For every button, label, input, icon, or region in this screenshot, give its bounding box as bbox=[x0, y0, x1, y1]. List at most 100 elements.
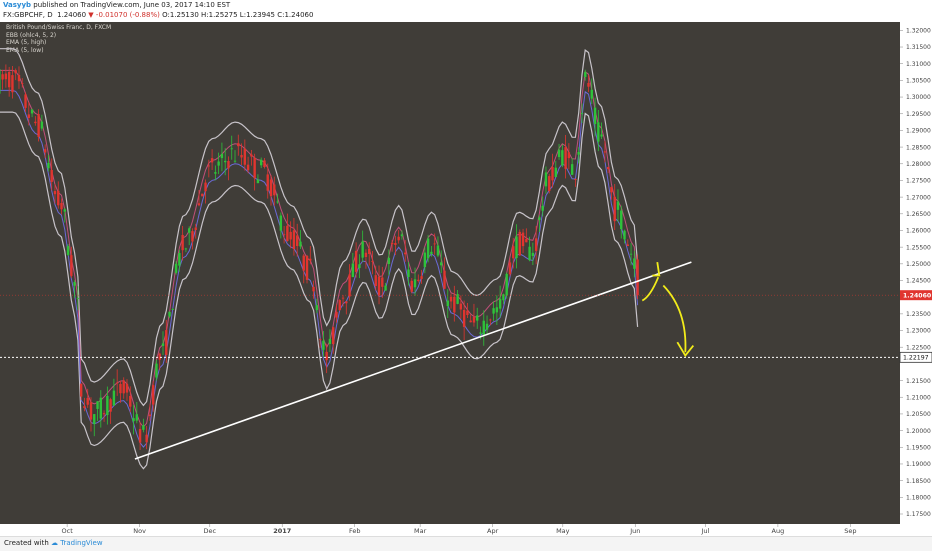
candle-body bbox=[453, 296, 456, 313]
candle-body bbox=[554, 167, 557, 178]
candle-body bbox=[89, 402, 93, 420]
candle-body bbox=[295, 235, 299, 247]
candle-body bbox=[371, 261, 374, 262]
x-tick-label: 2017 bbox=[273, 527, 291, 535]
candle-body bbox=[502, 294, 505, 301]
candle-body bbox=[155, 363, 158, 378]
candle-body bbox=[440, 262, 443, 266]
candle-body bbox=[276, 201, 279, 203]
candle-body bbox=[472, 316, 476, 323]
candle-body bbox=[433, 243, 436, 245]
candle-body bbox=[407, 269, 410, 278]
candle-body bbox=[142, 425, 145, 430]
y-tick-label: 1.27000 bbox=[906, 194, 931, 201]
candle-body bbox=[99, 397, 103, 419]
candle-body bbox=[462, 309, 466, 327]
candle-body bbox=[322, 340, 325, 350]
candle-body bbox=[354, 250, 358, 272]
candle-body bbox=[387, 257, 391, 265]
ema-low-line bbox=[0, 89, 639, 448]
candle-body bbox=[449, 296, 453, 302]
candle-body bbox=[312, 286, 315, 292]
plot-area[interactable] bbox=[0, 22, 900, 524]
candle-body bbox=[318, 339, 322, 340]
candle-body bbox=[210, 158, 214, 163]
y-tick-label: 1.22500 bbox=[906, 344, 931, 351]
author-link[interactable]: Vasyyb bbox=[3, 1, 32, 9]
candle-body bbox=[187, 228, 191, 233]
candle-body bbox=[446, 300, 449, 307]
candle-body bbox=[259, 159, 263, 166]
horizontal-level-badge bbox=[899, 351, 932, 363]
candle-body bbox=[266, 174, 269, 191]
candle-body bbox=[34, 121, 37, 124]
candle-body bbox=[256, 179, 260, 184]
x-tick-label: Nov bbox=[133, 527, 146, 535]
up-arrowhead bbox=[652, 262, 661, 277]
candle-body bbox=[299, 241, 302, 247]
candle-body bbox=[361, 241, 364, 258]
candle-body bbox=[289, 231, 292, 240]
legend-item-ema-low: EMA (5, low) bbox=[6, 46, 44, 54]
candle-body bbox=[315, 305, 319, 311]
last-price: 1.24060 bbox=[57, 11, 87, 19]
ohlc-values: O:1.25130 H:1.25275 L:1.23945 C:1.24060 bbox=[162, 11, 314, 19]
legend-item-ema-high: EMA (5, high) bbox=[6, 39, 47, 46]
candle-body bbox=[37, 114, 40, 137]
candle-body bbox=[63, 209, 67, 212]
candle-body bbox=[397, 236, 400, 241]
tradingview-brand[interactable]: TradingView bbox=[60, 539, 103, 547]
candle-body bbox=[292, 230, 296, 249]
candle-body bbox=[456, 294, 459, 304]
y-tick-label: 1.27500 bbox=[906, 178, 931, 185]
candle-body bbox=[332, 327, 335, 345]
y-tick-label: 1.25500 bbox=[906, 244, 931, 251]
candle-body bbox=[459, 303, 463, 310]
y-tick-label: 1.23500 bbox=[906, 311, 931, 318]
y-tick-label: 1.30000 bbox=[906, 94, 931, 101]
candle-body bbox=[443, 270, 446, 289]
candle-body bbox=[531, 252, 535, 257]
candle-body bbox=[132, 418, 135, 422]
candle-body bbox=[14, 70, 17, 74]
x-tick-label: Mar bbox=[414, 527, 427, 535]
candle-body bbox=[351, 263, 355, 278]
candle-body bbox=[381, 277, 384, 287]
candle-body bbox=[400, 234, 404, 237]
candle-body bbox=[24, 94, 27, 108]
candle-body bbox=[551, 167, 554, 181]
candle-body bbox=[40, 121, 44, 129]
legend-title: British Pound/Swiss Franc, D, FXCM bbox=[6, 24, 112, 31]
y-tick-label: 1.29500 bbox=[906, 111, 931, 118]
time-axis[interactable] bbox=[0, 524, 932, 536]
down-arrow-icon: ▼ bbox=[88, 11, 94, 19]
price-axis[interactable] bbox=[900, 22, 932, 524]
candle-body bbox=[96, 401, 99, 409]
x-tick-label: Jun bbox=[629, 527, 640, 535]
y-tick-label: 1.32000 bbox=[906, 28, 931, 35]
candle-body bbox=[76, 298, 80, 299]
candle-body bbox=[325, 351, 328, 361]
candle-body bbox=[109, 399, 112, 412]
candle-body bbox=[223, 160, 227, 163]
candle-body bbox=[129, 395, 132, 407]
candle-body bbox=[600, 134, 603, 137]
y-tick-label: 1.19500 bbox=[906, 444, 931, 451]
candle-body bbox=[115, 382, 119, 384]
candle-body bbox=[574, 179, 577, 180]
candle-body bbox=[53, 191, 57, 195]
y-tick-label: 1.30500 bbox=[906, 78, 931, 85]
candle-body bbox=[606, 167, 610, 170]
bollinger-lower-band bbox=[0, 111, 639, 470]
candle-body bbox=[93, 414, 96, 424]
candle-body bbox=[629, 253, 633, 255]
candle-body bbox=[204, 182, 207, 192]
candle-body bbox=[174, 263, 178, 273]
y-tick-label: 1.18500 bbox=[906, 478, 931, 485]
candle-body bbox=[610, 187, 613, 193]
up-arrow-annotation bbox=[641, 276, 660, 302]
y-tick-label: 1.19000 bbox=[906, 461, 931, 468]
candle-body bbox=[253, 157, 256, 179]
candle-body bbox=[17, 74, 21, 82]
candle-body bbox=[423, 252, 427, 268]
